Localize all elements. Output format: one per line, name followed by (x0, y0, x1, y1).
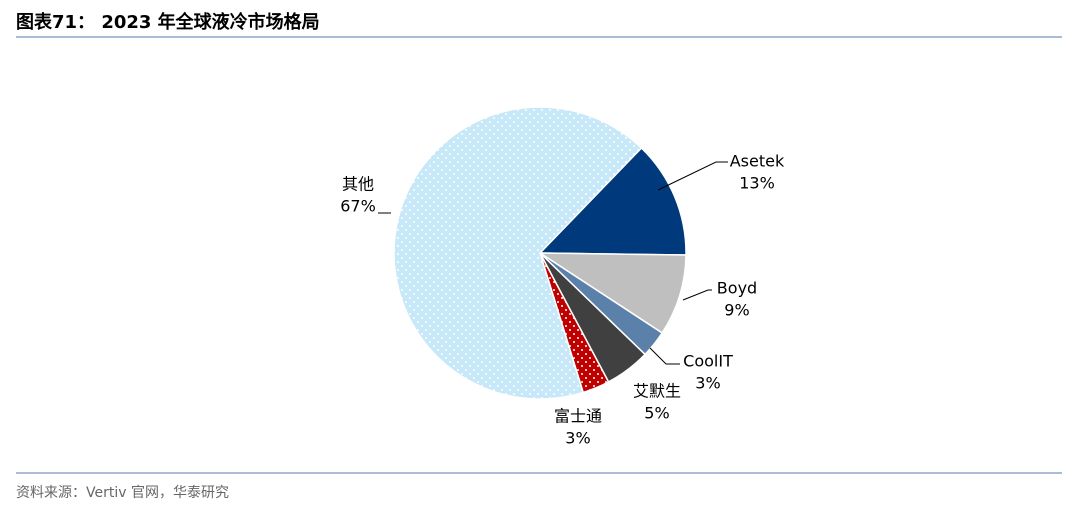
leader-line (649, 347, 680, 365)
slice-value-label: 5% (644, 404, 669, 423)
slice-value-label: 13% (739, 174, 775, 193)
slice-label: Boyd (717, 279, 757, 298)
pie-slice (393, 106, 643, 400)
chart-title: 图表71： 2023 年全球液冷市场格局 (16, 11, 320, 33)
slice-label: 艾默生 (633, 382, 681, 401)
slice-label: 富士通 (554, 407, 602, 426)
slice-label: Asetek (730, 152, 785, 171)
pie-slice (537, 252, 687, 334)
leader-line (657, 161, 728, 191)
slice-label: CoolIT (683, 352, 733, 371)
slice-value-label: 9% (724, 301, 749, 320)
slice-label: 其他 (342, 175, 374, 194)
slice-value-label: 3% (565, 429, 590, 448)
leader-line (682, 289, 712, 301)
source-note: 资料来源：Vertiv 官网，华泰研究 (16, 485, 229, 501)
pie-slice (538, 146, 687, 256)
slice-value-label: 67% (340, 197, 376, 216)
slice-value-label: 3% (695, 374, 720, 393)
